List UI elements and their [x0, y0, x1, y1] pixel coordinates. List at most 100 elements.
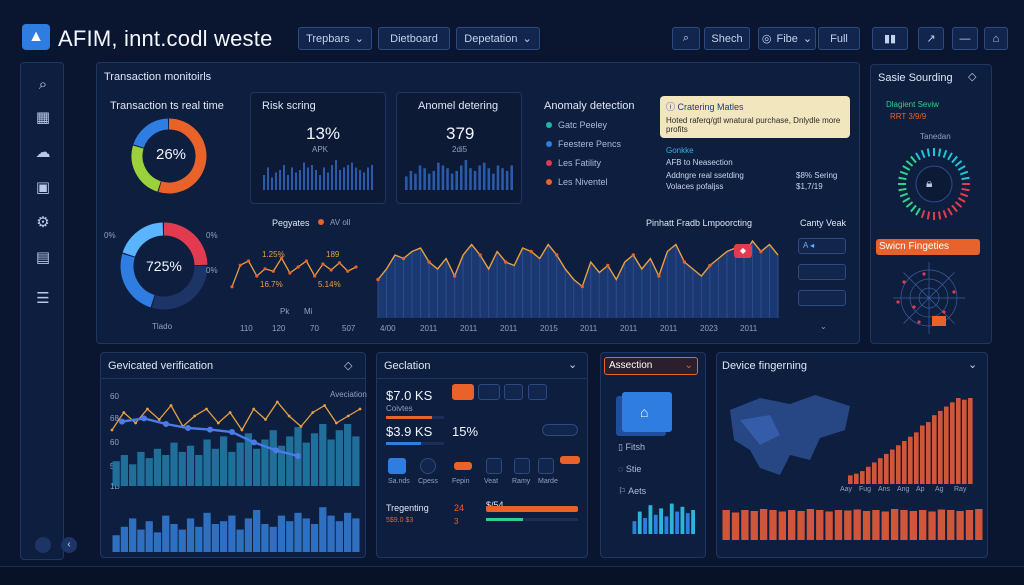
- info-icon: ⓘ: [666, 102, 678, 112]
- trend-title: Pinhatt Fradb Lmpoorcting: [646, 218, 753, 228]
- legend-dot: [546, 141, 552, 147]
- risk-title: Risk scring: [262, 100, 316, 112]
- canty-row[interactable]: [798, 290, 846, 306]
- geo-action-orange[interactable]: [560, 456, 580, 464]
- trepbars-dropdown[interactable]: Trepbars ⌄: [298, 27, 372, 50]
- bar: [343, 512, 352, 552]
- geo-action[interactable]: [420, 458, 436, 474]
- diamond-icon[interactable]: ◇: [968, 71, 977, 83]
- geo-action[interactable]: [538, 458, 554, 474]
- building-icon[interactable]: ▦: [35, 109, 51, 126]
- data-point: [141, 415, 147, 422]
- gauge-tick: [926, 148, 931, 157]
- cratering-callout[interactable]: ⓘ Cratering Matles Hoted raferq/gtl wnat…: [660, 96, 850, 138]
- geo-action-blue[interactable]: [388, 458, 406, 474]
- data-point: [682, 260, 687, 264]
- bar: [909, 511, 917, 540]
- menu-icon[interactable]: ☰: [36, 290, 50, 307]
- bar: [311, 165, 313, 190]
- trend-xlabel: 2011: [620, 324, 638, 333]
- diamond-icon[interactable]: ◇: [344, 360, 353, 372]
- geo-action[interactable]: [514, 458, 530, 474]
- legend-dot: [546, 122, 552, 128]
- bar: [675, 511, 679, 534]
- device-xlabel: Ang: [897, 486, 910, 493]
- bar: [938, 410, 943, 484]
- data-point: [329, 268, 333, 272]
- filter-button[interactable]: ◎ Fibe ⌄: [758, 27, 816, 50]
- data-point: [346, 414, 350, 418]
- bar: [335, 430, 343, 486]
- orange-label-badge[interactable]: Swicn Fingeties: [876, 239, 980, 255]
- assection-item[interactable]: ▯ Fitsh: [618, 442, 645, 452]
- data-point: [311, 411, 315, 414]
- data-point: [275, 400, 279, 404]
- bar: [371, 165, 373, 190]
- check-icon[interactable]: [504, 384, 523, 400]
- data-point: [555, 253, 559, 257]
- anomaly-legend: Gatc Peeley Feestere Pencs Les Fatility …: [546, 120, 621, 187]
- data-point: [216, 421, 220, 425]
- callout-text: Hoted raferq/gtl wnatural purchase, Dnly…: [666, 116, 841, 135]
- canty-button[interactable]: A ◂: [798, 238, 846, 254]
- back-icon[interactable]: ‹: [61, 537, 77, 553]
- bar: [446, 168, 449, 190]
- gauge-tick: [926, 211, 931, 220]
- arrow-icon[interactable]: [478, 384, 500, 400]
- bar: [112, 461, 120, 486]
- depetation-dropdown[interactable]: Depetation ⌄: [456, 27, 540, 50]
- fraud-trend-chart: [376, 239, 779, 318]
- geo-row-label: Ramy: [512, 478, 531, 485]
- trend-alert-badge[interactable]: ◆: [734, 244, 752, 258]
- search-icon[interactable]: ⌕: [38, 75, 48, 93]
- document-icon[interactable]: ▤: [35, 249, 51, 266]
- bar: [664, 516, 669, 534]
- realtime-donut: [131, 118, 207, 194]
- gauge-tick: [898, 176, 907, 181]
- geo-action-orange[interactable]: [454, 462, 472, 470]
- triangle-icon[interactable]: [528, 384, 547, 400]
- geo-tool-orange[interactable]: [452, 384, 474, 400]
- pagates-legend: AV oll: [318, 218, 350, 227]
- data-point: [205, 407, 208, 411]
- settings-icon[interactable]: ⚙: [36, 214, 50, 231]
- data-point: [273, 447, 279, 454]
- assection-item[interactable]: ⚐ Aets: [618, 486, 647, 496]
- data-point: [321, 262, 325, 266]
- dietboard-button[interactable]: Dietboard: [378, 27, 450, 50]
- pagates-xlabel: 120: [272, 324, 286, 333]
- chart-view-button[interactable]: ▮▮: [872, 27, 908, 50]
- canty-chevron-icon[interactable]: ⌄: [820, 322, 827, 331]
- full-button[interactable]: Full: [818, 27, 860, 50]
- assection-header[interactable]: Assection ⌄: [604, 357, 698, 375]
- chevron-down-icon[interactable]: ⌄: [568, 359, 578, 371]
- expand-button[interactable]: ↗: [918, 27, 944, 50]
- bar: [228, 451, 236, 486]
- geo-value-1-sub: Coivtes: [386, 404, 413, 413]
- assection-item[interactable]: ◌ Stie: [618, 464, 642, 474]
- search-button[interactable]: ⌕: [672, 27, 700, 50]
- minimize-button[interactable]: —: [952, 27, 978, 50]
- bar: [343, 167, 345, 190]
- cloud-icon[interactable]: ☁: [35, 144, 51, 161]
- bar: [944, 406, 949, 484]
- toggle-icon[interactable]: [542, 424, 578, 436]
- legend-item: Les Niventel: [546, 177, 621, 187]
- chevron-down-icon[interactable]: ⌄: [968, 359, 978, 371]
- geo-action[interactable]: [486, 458, 502, 474]
- home-button[interactable]: ⌂: [984, 27, 1008, 50]
- notes-row-label: Addngre real ssetding: [666, 171, 744, 180]
- app-logo[interactable]: ▲: [22, 24, 50, 50]
- canty-row[interactable]: [798, 264, 846, 280]
- data-point: [146, 407, 149, 411]
- file-icon: ▯: [618, 442, 626, 452]
- user-avatar[interactable]: [35, 537, 51, 553]
- geo-row-label: Fepin: [452, 478, 470, 485]
- calendar-icon[interactable]: ▣: [35, 179, 51, 196]
- bar: [862, 511, 871, 540]
- data-point: [207, 426, 213, 433]
- bar: [759, 509, 768, 540]
- shech-button[interactable]: Shech: [704, 27, 750, 50]
- gauge-tick: [899, 170, 909, 176]
- data-point: [427, 260, 431, 264]
